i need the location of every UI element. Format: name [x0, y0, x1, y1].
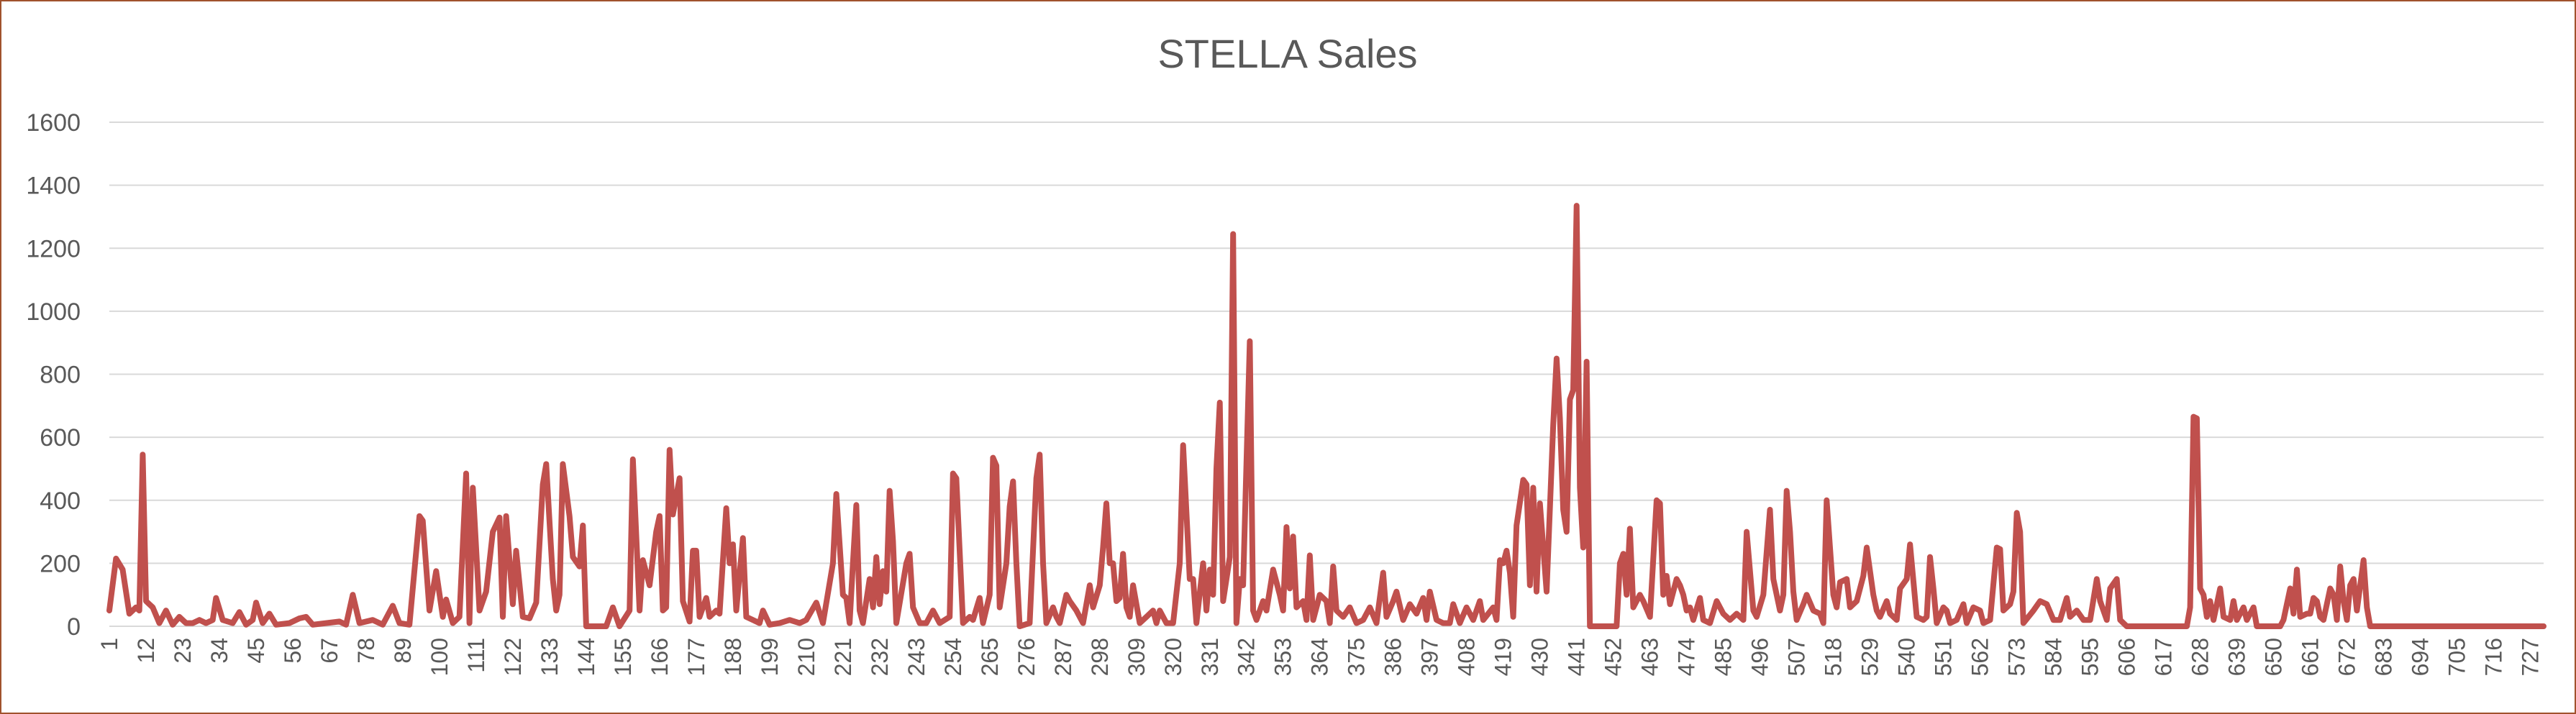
- y-tick-label: 400: [40, 488, 81, 515]
- x-tick-label: 56: [280, 638, 306, 664]
- x-tick-label: 78: [353, 638, 379, 664]
- x-tick-label: 122: [500, 638, 526, 676]
- x-tick-label: 254: [940, 638, 966, 676]
- x-tick-label: 661: [2298, 638, 2324, 676]
- x-tick-label: 584: [2041, 638, 2067, 676]
- y-tick-label: 1400: [26, 173, 81, 200]
- y-tick-label: 200: [40, 550, 81, 577]
- x-tick-label: 265: [977, 638, 1003, 676]
- x-tick-label: 89: [390, 638, 416, 664]
- y-tick-label: 600: [40, 424, 81, 452]
- x-tick-label: 1: [96, 638, 122, 651]
- x-tick-label: 232: [867, 638, 893, 676]
- y-tick-label: 1000: [26, 298, 81, 326]
- x-tick-label: 551: [1931, 638, 1957, 676]
- y-tick-label: 0: [67, 613, 81, 641]
- y-axis-ticks: 0 200 400 600 800 1000 1200 1400 1600: [26, 109, 81, 641]
- x-tick-label: 166: [647, 638, 673, 676]
- x-tick-label: 364: [1307, 638, 1333, 676]
- y-tick-label: 1200: [26, 235, 81, 262]
- x-tick-label: 617: [2151, 638, 2177, 676]
- x-tick-label: 441: [1564, 638, 1590, 676]
- x-tick-label: 452: [1601, 638, 1626, 676]
- x-tick-label: 419: [1490, 638, 1516, 676]
- x-tick-label: 705: [2444, 638, 2470, 676]
- x-tick-label: 650: [2261, 638, 2287, 676]
- x-axis-ticks: 1 12 23 34 45 56 67 78 89 100 111 122 133 144 155 166 17…: [96, 638, 2543, 676]
- x-tick-label: 177: [683, 638, 709, 676]
- x-tick-label: 67: [317, 638, 342, 664]
- x-tick-label: 639: [2224, 638, 2250, 676]
- x-tick-label: 518: [1821, 638, 1847, 676]
- x-tick-label: 331: [1197, 638, 1223, 676]
- x-tick-label: 474: [1674, 638, 1700, 676]
- x-tick-label: 45: [243, 638, 269, 664]
- x-tick-label: 155: [610, 638, 636, 676]
- x-tick-label: 276: [1014, 638, 1039, 676]
- x-tick-label: 683: [2370, 638, 2396, 676]
- x-tick-label: 34: [206, 638, 232, 664]
- x-tick-label: 727: [2517, 638, 2543, 676]
- x-tick-label: 507: [1784, 638, 1810, 676]
- x-tick-label: 100: [427, 638, 452, 676]
- x-tick-label: 353: [1270, 638, 1296, 676]
- x-tick-label: 210: [793, 638, 819, 676]
- x-tick-label: 243: [904, 638, 929, 676]
- x-tick-label: 386: [1380, 638, 1406, 676]
- x-tick-label: 672: [2334, 638, 2359, 676]
- x-tick-label: 23: [170, 638, 196, 664]
- x-tick-label: 397: [1417, 638, 1443, 676]
- x-tick-label: 628: [2188, 638, 2213, 676]
- x-tick-label: 221: [830, 638, 856, 676]
- x-tick-label: 485: [1711, 638, 1737, 676]
- x-tick-label: 463: [1637, 638, 1663, 676]
- x-tick-label: 540: [1894, 638, 1920, 676]
- y-tick-label: 800: [40, 362, 81, 389]
- x-tick-label: 529: [1857, 638, 1883, 676]
- x-tick-label: 496: [1747, 638, 1773, 676]
- x-tick-label: 144: [573, 638, 599, 676]
- y-tick-label: 1600: [26, 109, 81, 137]
- x-tick-label: 408: [1454, 638, 1480, 676]
- x-tick-label: 694: [2407, 638, 2433, 676]
- x-tick-label: 298: [1087, 638, 1113, 676]
- chart-title: STELLA Sales: [1157, 31, 1417, 76]
- x-tick-label: 573: [2004, 638, 2030, 676]
- x-tick-label: 606: [2114, 638, 2140, 676]
- sales-series-line: [106, 203, 2547, 629]
- x-tick-label: 320: [1160, 638, 1186, 676]
- x-tick-label: 562: [1967, 638, 1993, 676]
- x-tick-label: 199: [757, 638, 783, 676]
- x-tick-label: 133: [537, 638, 563, 676]
- x-tick-label: 12: [133, 638, 159, 664]
- x-tick-label: 595: [2077, 638, 2103, 676]
- x-tick-label: 287: [1050, 638, 1076, 676]
- x-tick-label: 375: [1344, 638, 1370, 676]
- x-tick-label: 716: [2480, 638, 2506, 676]
- x-tick-label: 188: [720, 638, 746, 676]
- x-tick-label: 430: [1527, 638, 1553, 676]
- x-tick-label: 309: [1124, 638, 1150, 676]
- x-tick-label: 111: [463, 638, 489, 673]
- x-tick-label: 342: [1234, 638, 1260, 676]
